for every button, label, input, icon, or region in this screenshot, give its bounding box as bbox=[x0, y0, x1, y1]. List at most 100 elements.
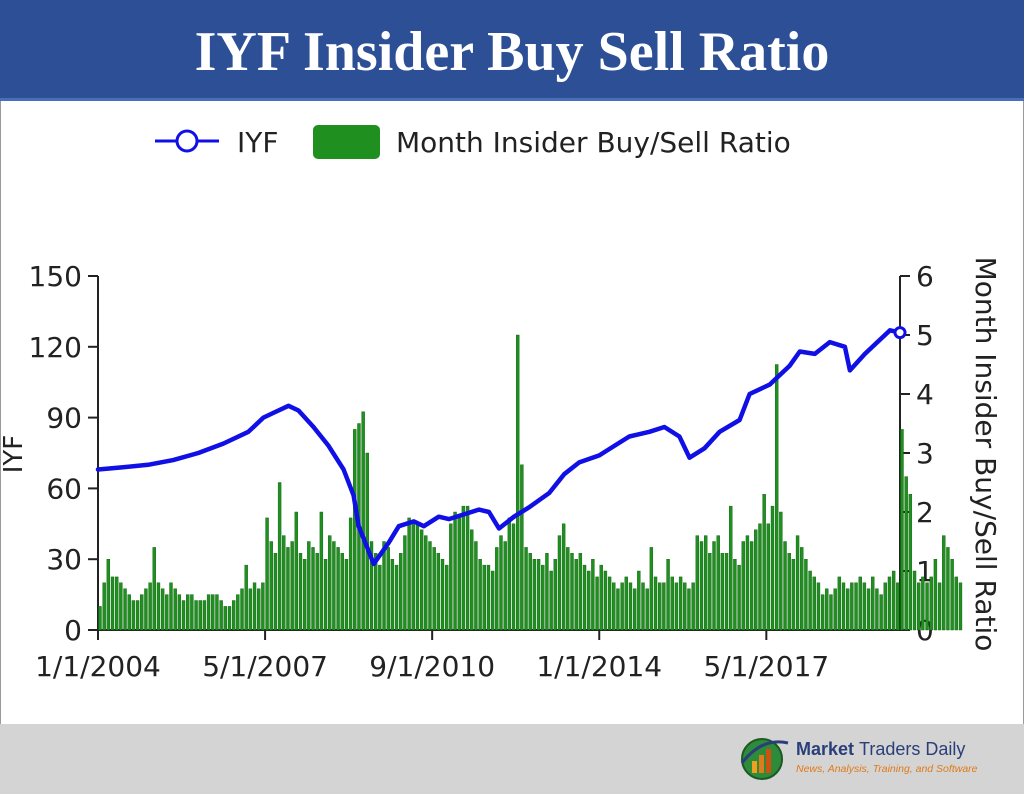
iyf-point bbox=[677, 435, 681, 438]
ratio-bar bbox=[252, 582, 257, 631]
ratio-bar bbox=[879, 594, 883, 631]
ratio-bar bbox=[841, 582, 846, 631]
iyf-point bbox=[357, 524, 361, 528]
ratio-bar bbox=[248, 588, 253, 631]
iyf-point bbox=[662, 425, 666, 429]
ratio-bar bbox=[353, 429, 357, 631]
ratio-bar bbox=[871, 576, 875, 631]
ratio-bar bbox=[211, 594, 215, 631]
ratio-bar bbox=[637, 570, 641, 631]
ratio-bar bbox=[658, 582, 662, 631]
ratio-bar bbox=[336, 547, 340, 631]
ratio-bar bbox=[770, 505, 775, 631]
ratio-bar bbox=[236, 594, 240, 631]
ratio-bar bbox=[666, 559, 670, 631]
ratio-bar bbox=[399, 553, 403, 631]
ratio-bar bbox=[612, 582, 616, 631]
ratio-bar bbox=[729, 505, 733, 631]
iyf-point bbox=[297, 409, 300, 412]
ratio-bar bbox=[532, 559, 537, 631]
ratio-bar bbox=[369, 541, 374, 631]
ratio-bar bbox=[298, 553, 303, 631]
iyf-point bbox=[597, 453, 601, 457]
ratio-bar bbox=[632, 588, 637, 631]
ratio-bar bbox=[177, 594, 182, 631]
ratio-bar bbox=[436, 553, 441, 631]
ratio-bar bbox=[716, 535, 720, 631]
ratio-bar bbox=[507, 517, 512, 631]
left-tick-label: 0 bbox=[64, 614, 82, 647]
iyf-point bbox=[718, 430, 722, 434]
ratio-bar bbox=[904, 476, 908, 631]
ratio-bar bbox=[361, 411, 365, 631]
ratio-bar bbox=[198, 600, 202, 631]
ratio-bar bbox=[273, 553, 278, 631]
ratio-bar bbox=[340, 553, 344, 631]
right-tick-label: 6 bbox=[916, 260, 934, 293]
ratio-bar bbox=[917, 582, 921, 631]
ratio-bar bbox=[641, 582, 645, 631]
ratio-bar bbox=[206, 594, 211, 631]
left-tick-label: 30 bbox=[46, 543, 82, 576]
iyf-point bbox=[703, 446, 706, 450]
ratio-bar bbox=[328, 535, 332, 631]
ratio-bar bbox=[820, 594, 825, 631]
ratio-bar bbox=[390, 559, 395, 631]
iyf-point bbox=[397, 524, 401, 528]
left-tick-label: 120 bbox=[29, 331, 82, 364]
iyf-point bbox=[487, 510, 491, 514]
ratio-bar bbox=[290, 541, 294, 631]
ratio-bar bbox=[470, 529, 474, 631]
ratio-bar bbox=[774, 364, 779, 631]
ratio-bar bbox=[582, 564, 587, 631]
ratio-bar bbox=[578, 553, 583, 631]
ratio-bar bbox=[223, 606, 227, 631]
ratio-bar bbox=[386, 547, 390, 631]
iyf-point bbox=[171, 458, 175, 462]
iyf-series-line bbox=[95, 328, 903, 567]
x-tick-label: 9/1/2010 bbox=[369, 650, 495, 683]
iyf-point bbox=[547, 491, 551, 495]
ratio-bar bbox=[465, 505, 470, 631]
ratio-bar bbox=[495, 547, 499, 631]
iyf-point bbox=[748, 392, 752, 396]
ratio-bar bbox=[875, 588, 879, 631]
iyf-point bbox=[387, 541, 391, 545]
left-axis-label: IYF bbox=[0, 435, 29, 474]
ratio-bar bbox=[382, 541, 386, 631]
ratio-bar bbox=[144, 588, 148, 631]
ratio-bar bbox=[587, 570, 591, 631]
ratio-bar bbox=[403, 535, 407, 631]
ratio-bar bbox=[102, 582, 106, 631]
legend-iyf-label: IYF bbox=[237, 126, 278, 159]
brand-tagline: News, Analysis, Training, and Software bbox=[796, 763, 978, 775]
iyf-point bbox=[221, 442, 225, 446]
ratio-bar bbox=[862, 582, 867, 631]
iyf-point bbox=[863, 352, 867, 356]
iyf-point bbox=[196, 451, 200, 455]
ratio-bar bbox=[829, 594, 833, 631]
ratio-bar bbox=[257, 588, 261, 631]
ratio-bar bbox=[240, 588, 244, 631]
ratio-bar bbox=[779, 511, 783, 631]
ratio-bar bbox=[695, 535, 700, 631]
ratio-bar bbox=[616, 588, 620, 631]
ratio-bar bbox=[474, 541, 478, 631]
ratio-bar bbox=[937, 582, 942, 631]
iyf-point bbox=[312, 425, 315, 429]
iyf-point bbox=[527, 505, 531, 509]
ratio-bar bbox=[745, 535, 750, 631]
ratio-bar bbox=[891, 570, 896, 631]
ratio-bar bbox=[720, 553, 725, 631]
ratio-bar bbox=[520, 464, 524, 631]
ratio-bar bbox=[545, 553, 549, 631]
ratio-bar bbox=[599, 564, 603, 631]
ratio-bar bbox=[110, 576, 115, 631]
x-tick-label: 5/1/2007 bbox=[202, 650, 328, 683]
ratio-bar bbox=[733, 559, 737, 631]
ratio-bar bbox=[921, 576, 925, 631]
right-axis-ticks: 0 1 2 3 4 5 6 bbox=[900, 260, 934, 647]
ratio-bar bbox=[181, 600, 186, 631]
ratio-bar bbox=[148, 582, 152, 631]
iyf-point bbox=[612, 444, 616, 448]
